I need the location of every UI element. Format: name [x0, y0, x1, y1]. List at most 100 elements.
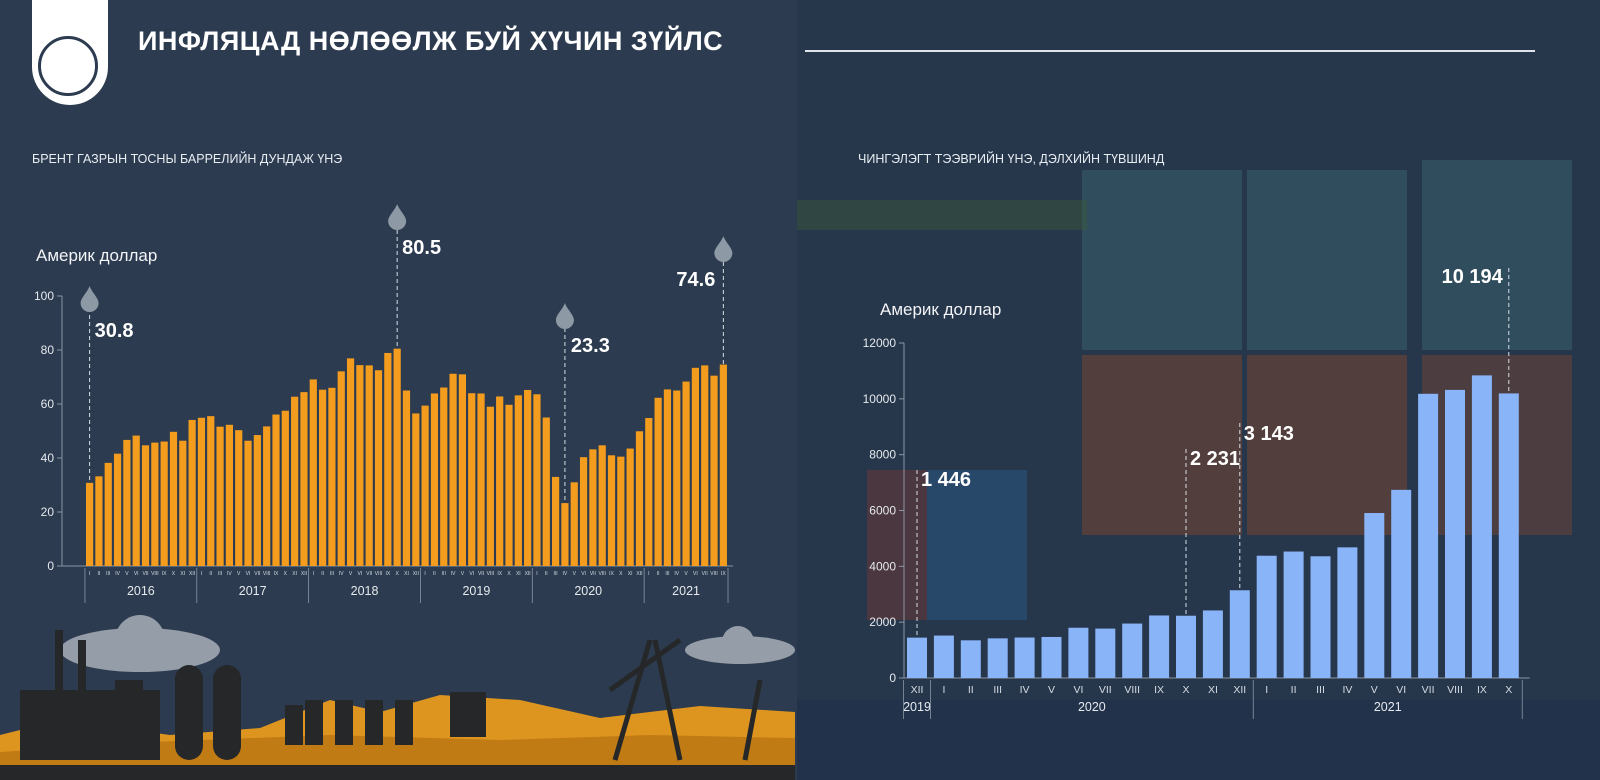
month-label: XI	[292, 571, 297, 577]
month-label: II	[209, 571, 212, 577]
bar	[160, 441, 168, 566]
month-label: III	[218, 571, 222, 577]
month-label: III	[442, 571, 446, 577]
bar	[421, 405, 429, 566]
y-tick-label: 60	[41, 397, 55, 411]
freight-chart-title: ЧИНГЭЛЭГТ ТЭЭВРИЙН ҮНЭ, ДЭЛХИЙН ТҮВШИНД	[858, 152, 1165, 166]
month-label: IX	[162, 571, 167, 577]
month-label: XII	[189, 571, 195, 577]
month-label: II	[98, 571, 101, 577]
bar	[253, 435, 261, 566]
bar	[188, 419, 196, 566]
y-tick-label: 4000	[869, 559, 896, 573]
month-label: III	[330, 571, 334, 577]
bar	[95, 476, 103, 566]
oil-chart-title: БРЕНТ ГАЗРЫН ТОСНЫ БАРРЕЛИЙН ДУНДАЖ ҮНЭ	[32, 152, 343, 166]
month-label: I	[648, 571, 649, 577]
y-tick-label: 6000	[869, 504, 896, 518]
bar	[987, 638, 1008, 678]
bar	[1256, 555, 1277, 678]
bar	[486, 406, 494, 566]
bar	[430, 393, 439, 566]
oil-drop-icon	[714, 236, 733, 262]
month-label: I	[536, 571, 537, 577]
y-tick-label: 40	[41, 451, 55, 465]
month-label: V	[1048, 684, 1055, 696]
bar	[907, 637, 927, 678]
month-label: X	[619, 571, 623, 577]
month-label: II	[968, 684, 974, 696]
month-label: III	[554, 571, 558, 577]
year-label: 2021	[1374, 700, 1402, 714]
month-label: I	[89, 571, 90, 577]
bar	[1202, 610, 1223, 678]
y-tick-label: 100	[34, 289, 54, 303]
month-label: X	[1182, 684, 1189, 696]
month-label: VIII	[1447, 684, 1463, 696]
bar	[1283, 551, 1304, 678]
bar	[1498, 393, 1519, 678]
month-label: XII	[525, 571, 531, 577]
bar	[477, 393, 485, 566]
bar	[458, 374, 466, 566]
bar	[635, 431, 644, 566]
month-label: X	[1505, 684, 1512, 696]
month-label: VII	[702, 571, 708, 577]
y-tick-label: 20	[41, 505, 55, 519]
bar	[1014, 637, 1035, 678]
month-label: III	[993, 684, 1002, 696]
annotation-value: 30.8	[95, 320, 134, 342]
month-label: I	[1265, 684, 1268, 696]
bar	[402, 390, 411, 566]
oil-chart-unit: Америк доллар	[36, 246, 158, 265]
bar	[337, 371, 345, 566]
annotation-value: 80.5	[402, 237, 441, 259]
oil-drop-icon	[388, 204, 407, 230]
y-tick-label: 12000	[863, 336, 897, 350]
year-label: 2021	[672, 584, 700, 598]
month-label: III	[1316, 684, 1325, 696]
bar	[701, 365, 709, 566]
bar	[514, 395, 522, 566]
month-label: XII	[1233, 684, 1246, 696]
bar	[505, 404, 513, 566]
bar	[1122, 623, 1143, 678]
month-label: V	[1371, 684, 1378, 696]
bar	[607, 455, 616, 566]
bar	[561, 503, 569, 566]
month-label: I	[424, 571, 425, 577]
month-label: IV	[674, 571, 679, 577]
bar	[542, 417, 550, 566]
year-label: 2016	[127, 584, 155, 598]
bar	[225, 424, 233, 566]
bar	[1337, 547, 1358, 678]
bar	[319, 389, 327, 566]
month-label: VII	[254, 571, 260, 577]
month-label: XII	[911, 684, 924, 696]
bar	[141, 445, 150, 566]
month-label: XI	[180, 571, 185, 577]
month-label: VII	[366, 571, 372, 577]
month-label: VII	[142, 571, 148, 577]
month-label: VIII	[1124, 684, 1140, 696]
bar	[1149, 615, 1170, 678]
month-label: XI	[516, 571, 521, 577]
bar	[1229, 590, 1250, 678]
month-label: VII	[478, 571, 484, 577]
month-label: VIII	[263, 571, 271, 577]
bar	[179, 440, 187, 566]
month-label: VI	[1073, 684, 1083, 696]
bar	[393, 348, 401, 566]
month-label: X	[507, 571, 511, 577]
bar	[1068, 627, 1089, 678]
month-label: V	[125, 571, 129, 577]
bar	[1176, 615, 1196, 678]
y-tick-label: 0	[889, 671, 896, 685]
bar	[235, 430, 243, 566]
bar	[682, 381, 690, 566]
bar	[86, 482, 94, 566]
bar	[673, 390, 681, 566]
month-label: VI	[581, 571, 586, 577]
bar	[552, 476, 560, 566]
